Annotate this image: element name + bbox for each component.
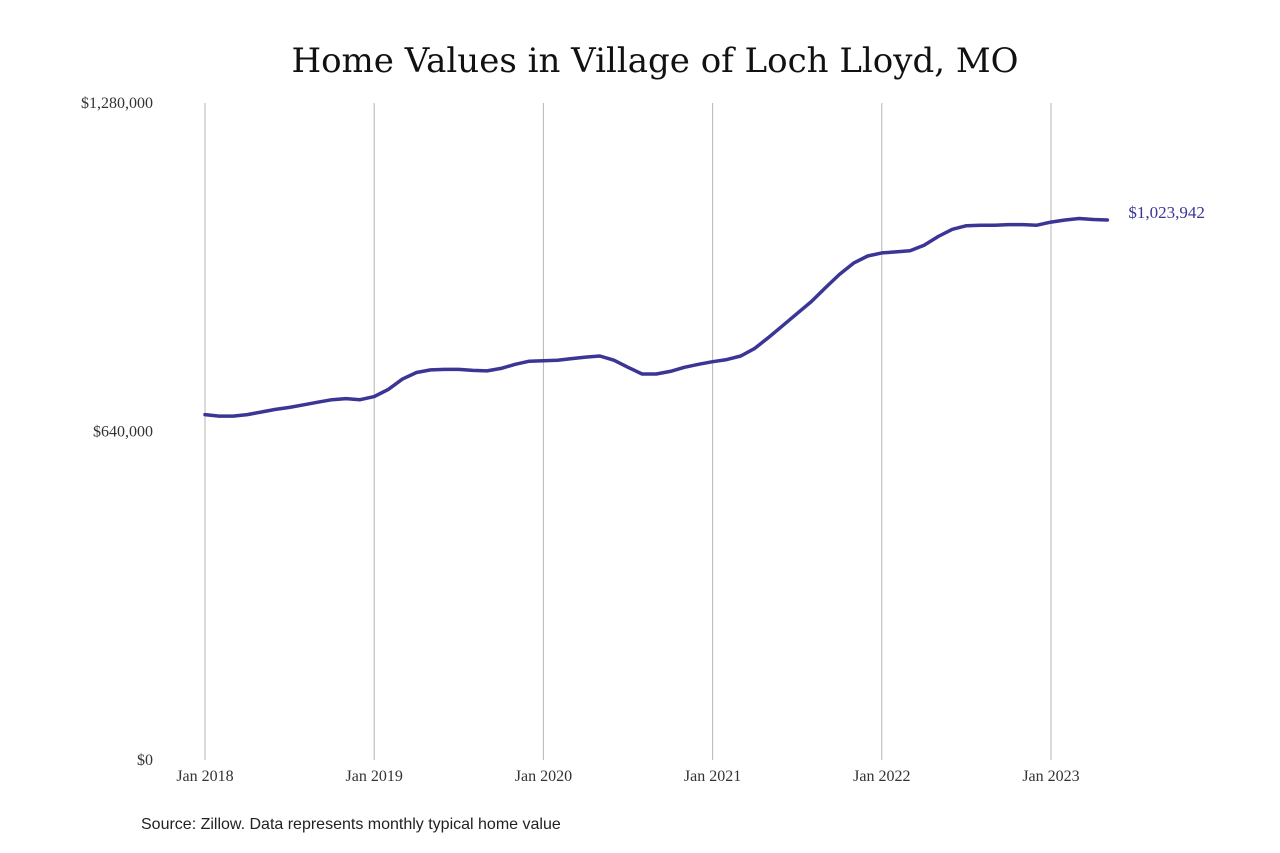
x-tick-label: Jan 2023	[1022, 768, 1079, 785]
y-tick-label: $0	[137, 752, 153, 769]
y-tick-label: $1,280,000	[81, 95, 153, 112]
x-axis-ticks: Jan 2018 Jan 2019 Jan 2020 Jan 2021 Jan 2022…	[176, 768, 1079, 785]
x-tick-label: Jan 2022	[853, 768, 910, 785]
gridlines	[204, 103, 1052, 760]
x-tick-label: Jan 2018	[176, 768, 233, 785]
x-tick-label: Jan 2019	[346, 768, 403, 785]
source-note: Source: Zillow. Data represents monthly …	[141, 816, 561, 833]
end-value-label: $1,023,942	[1128, 203, 1205, 222]
series-line	[203, 216, 1110, 418]
chart-title: Home Values in Village of Loch Lloyd, MO	[291, 41, 1018, 81]
x-tick-label: Jan 2021	[684, 768, 741, 785]
y-axis-ticks: $0 $640,000 $1,280,000	[81, 95, 153, 769]
series-layer	[203, 216, 1110, 418]
y-tick-label: $640,000	[93, 424, 153, 441]
x-tick-label: Jan 2020	[515, 768, 572, 785]
